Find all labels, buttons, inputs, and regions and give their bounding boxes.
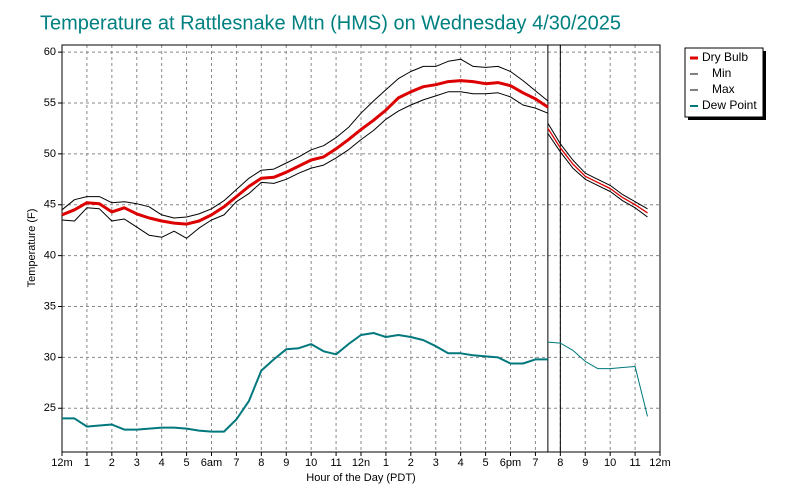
x-tick-label: 12n bbox=[352, 457, 370, 469]
plot-frame bbox=[61, 44, 661, 453]
x-tick-label: 4 bbox=[458, 457, 464, 469]
x-tick-label: 11 bbox=[330, 457, 341, 469]
series-line bbox=[547, 123, 648, 210]
y-tick-label: 30 bbox=[44, 351, 56, 363]
y-tick-label: 55 bbox=[44, 97, 56, 109]
y-tick-label: 25 bbox=[44, 402, 56, 414]
x-tick-label: 6am bbox=[201, 457, 222, 469]
y-tick-label: 60 bbox=[44, 46, 56, 58]
x-tick-label: 5 bbox=[184, 457, 190, 469]
x-tick-label: 7 bbox=[233, 457, 239, 469]
y-tick-label: 40 bbox=[44, 250, 56, 262]
x-tick-label: 10 bbox=[305, 457, 317, 469]
y-axis-label: Temperature (F) bbox=[26, 209, 38, 288]
x-tick-label: 5 bbox=[483, 457, 489, 469]
series-line bbox=[547, 133, 648, 218]
x-tick-label: 11 bbox=[629, 457, 640, 469]
x-tick-label: 3 bbox=[433, 457, 439, 469]
x-tick-label: 4 bbox=[159, 457, 165, 469]
x-tick-label: 3 bbox=[134, 457, 140, 469]
x-tick-label: 9 bbox=[582, 457, 588, 469]
x-tick-label: 1 bbox=[84, 457, 90, 469]
y-tick-label: 50 bbox=[44, 148, 56, 160]
x-tick-label: 10 bbox=[604, 457, 616, 469]
legend-label: Dry Bulb bbox=[702, 50, 748, 64]
x-tick-label: 12m bbox=[51, 457, 72, 469]
series-line bbox=[547, 128, 648, 214]
legend-label: Min bbox=[712, 66, 731, 80]
x-tick-label: 7 bbox=[532, 457, 538, 469]
series-line bbox=[62, 332, 548, 433]
x-tick-label: 8 bbox=[557, 457, 563, 469]
series-line bbox=[61, 79, 549, 226]
x-tick-label: 9 bbox=[283, 457, 289, 469]
x-tick-label: 6pm bbox=[500, 457, 521, 469]
x-tick-label: 2 bbox=[109, 457, 115, 469]
x-tick-label: 12m bbox=[649, 457, 670, 469]
series-line bbox=[61, 91, 549, 239]
series-line bbox=[547, 341, 648, 417]
legend-label: Dew Point bbox=[702, 98, 757, 112]
series-line bbox=[61, 58, 549, 219]
chart-title: Temperature at Rattlesnake Mtn (HMS) on … bbox=[40, 12, 621, 34]
x-tick-label: 1 bbox=[383, 457, 389, 469]
legend-label: Max bbox=[712, 82, 735, 96]
x-tick-label: 2 bbox=[408, 457, 414, 469]
y-tick-label: 35 bbox=[44, 300, 56, 312]
x-axis-label: Hour of the Day (PDT) bbox=[306, 472, 415, 484]
y-tick-label: 45 bbox=[44, 199, 56, 211]
x-tick-label: 8 bbox=[258, 457, 264, 469]
